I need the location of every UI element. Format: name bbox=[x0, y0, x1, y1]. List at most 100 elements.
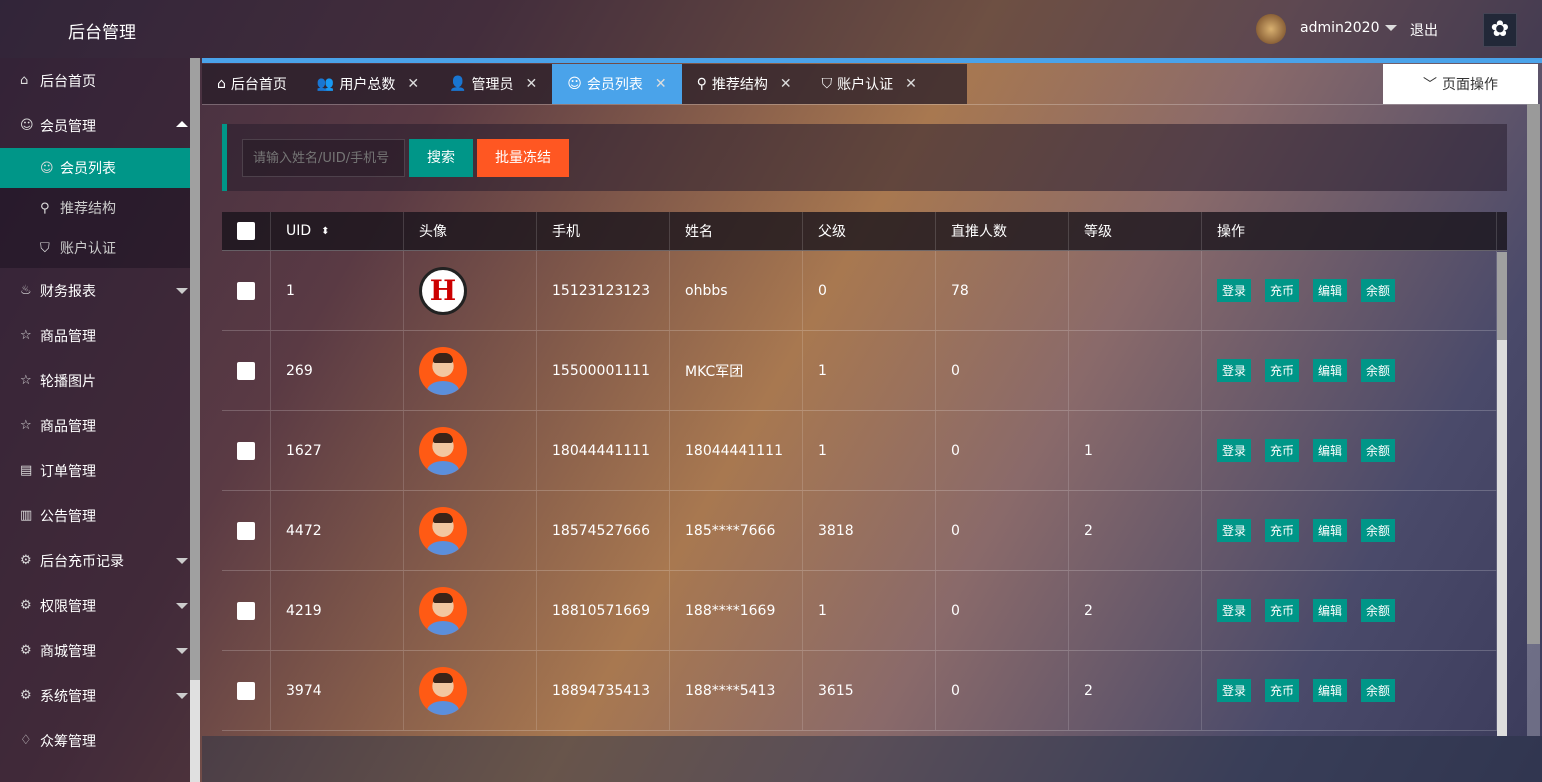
direct-count-cell: 0 bbox=[936, 411, 1069, 490]
table-scrollbar[interactable] bbox=[1497, 252, 1507, 736]
edit-button[interactable]: 编辑 bbox=[1313, 519, 1348, 542]
user-menu[interactable]: admin2020 bbox=[1300, 20, 1397, 36]
parent-cell: 0 bbox=[803, 251, 936, 330]
sidebar-item[interactable]: ☆ 轮播图片 bbox=[0, 358, 190, 403]
sidebar-item-label: 轮播图片 bbox=[40, 373, 96, 390]
sidebar-item-label: 商品管理 bbox=[40, 328, 96, 345]
login-button[interactable]: 登录 bbox=[1217, 599, 1252, 622]
tab[interactable]: ⚲ 推荐结构 ✕ bbox=[682, 64, 807, 104]
search-input[interactable] bbox=[242, 139, 405, 177]
direct-count-cell: 0 bbox=[936, 651, 1069, 730]
recharge-button[interactable]: 充币 bbox=[1265, 439, 1300, 462]
avatar bbox=[419, 346, 467, 395]
theme-flower-icon[interactable]: ✿ bbox=[1483, 13, 1517, 47]
level-cell: 2 bbox=[1069, 491, 1202, 570]
tab[interactable]: 👤 管理员 ✕ bbox=[434, 64, 552, 104]
star-icon: ☆ bbox=[20, 373, 32, 388]
sidebar-item[interactable]: ▥ 公告管理 bbox=[0, 493, 190, 538]
uid-cell: 3974 bbox=[271, 651, 404, 730]
sidebar-item[interactable]: ☆ 商品管理 bbox=[0, 403, 190, 448]
sidebar-subitem[interactable]: ☺ 会员列表 bbox=[0, 148, 190, 188]
scrollbar-thumb[interactable] bbox=[1497, 252, 1507, 340]
balance-button[interactable]: 余额 bbox=[1361, 439, 1396, 462]
close-icon[interactable]: ✕ bbox=[905, 76, 917, 92]
edit-button[interactable]: 编辑 bbox=[1313, 599, 1348, 622]
sidebar-item[interactable]: ⚙ 权限管理 bbox=[0, 583, 190, 628]
caret-down-icon bbox=[176, 603, 188, 609]
edit-button[interactable]: 编辑 bbox=[1313, 359, 1348, 382]
recharge-button[interactable]: 充币 bbox=[1265, 679, 1300, 702]
tab-label: 管理员 bbox=[471, 77, 514, 93]
close-icon[interactable]: ✕ bbox=[407, 76, 420, 92]
login-button[interactable]: 登录 bbox=[1217, 679, 1252, 702]
select-all-checkbox[interactable] bbox=[237, 222, 255, 240]
scrollbar-thumb[interactable] bbox=[190, 58, 200, 680]
sidebar-item-label: 订单管理 bbox=[40, 463, 96, 480]
batch-freeze-button[interactable]: 批量冻结 bbox=[477, 139, 569, 177]
sidebar-item[interactable]: ☆ 商品管理 bbox=[0, 313, 190, 358]
sidebar-item[interactable]: ♢ 众筹管理 bbox=[0, 718, 190, 763]
row-checkbox[interactable] bbox=[237, 441, 255, 460]
column-header-label: 姓名 bbox=[685, 224, 713, 240]
edit-button[interactable]: 编辑 bbox=[1313, 279, 1348, 302]
caret-down-icon bbox=[176, 648, 188, 654]
sidebar-item-label: 系统管理 bbox=[40, 688, 96, 705]
tab[interactable]: ⛉ 账户认证 ✕ bbox=[807, 64, 932, 104]
balance-button[interactable]: 余额 bbox=[1361, 359, 1396, 382]
balance-button[interactable]: 余额 bbox=[1361, 599, 1396, 622]
tab[interactable]: 👥 用户总数 ✕ bbox=[302, 64, 434, 104]
edit-button[interactable]: 编辑 bbox=[1313, 439, 1348, 462]
recharge-button[interactable]: 充币 bbox=[1265, 519, 1300, 542]
close-icon[interactable]: ✕ bbox=[654, 76, 667, 92]
balance-button[interactable]: 余额 bbox=[1361, 679, 1396, 702]
login-button[interactable]: 登录 bbox=[1217, 279, 1252, 302]
footer-strip bbox=[202, 736, 1542, 782]
sidebar-item[interactable]: ⚙ 系统管理 bbox=[0, 673, 190, 718]
recharge-button[interactable]: 充币 bbox=[1265, 599, 1300, 622]
balance-button[interactable]: 余额 bbox=[1361, 279, 1396, 302]
close-icon[interactable]: ✕ bbox=[525, 76, 538, 92]
recharge-button[interactable]: 充币 bbox=[1265, 279, 1300, 302]
user-avatar[interactable] bbox=[1256, 14, 1286, 44]
row-checkbox[interactable] bbox=[237, 521, 255, 540]
tab[interactable]: ☺ 会员列表 ✕ bbox=[552, 64, 682, 104]
recharge-button[interactable]: 充币 bbox=[1265, 359, 1300, 382]
row-checkbox[interactable] bbox=[237, 281, 255, 300]
scrollbar-thumb[interactable] bbox=[1527, 104, 1540, 644]
sidebar-item[interactable]: ♨ 财务报表 bbox=[0, 268, 190, 313]
column-header[interactable]: UID ⬍ bbox=[271, 212, 404, 250]
login-button[interactable]: 登录 bbox=[1217, 359, 1252, 382]
row-checkbox[interactable] bbox=[237, 361, 255, 380]
balance-button[interactable]: 余额 bbox=[1361, 519, 1396, 542]
tab[interactable]: ⌂ 后台首页 bbox=[202, 64, 302, 104]
sidebar-subitem[interactable]: ⛉ 账户认证 bbox=[0, 228, 190, 268]
sidebar-item[interactable]: ☺ 会员管理 bbox=[0, 103, 190, 148]
page-operations-button[interactable]: ﹀ 页面操作 bbox=[1383, 64, 1538, 104]
login-button[interactable]: 登录 bbox=[1217, 439, 1252, 462]
search-button[interactable]: 搜索 bbox=[409, 139, 473, 177]
sidebar-subitem[interactable]: ⚲ 推荐结构 bbox=[0, 188, 190, 228]
tab-bar: ⌂ 后台首页 👥 用户总数 ✕ 👤 管理员 ✕ ☺ 会员列表 ✕ ⚲ 推荐结构 ✕ ⛉ 账户认证 ✕ bbox=[202, 64, 967, 104]
edit-button[interactable]: 编辑 bbox=[1313, 679, 1348, 702]
row-checkbox[interactable] bbox=[237, 681, 255, 700]
level-cell bbox=[1069, 251, 1202, 330]
sort-icon[interactable]: ⬍ bbox=[321, 225, 330, 237]
sidebar-item[interactable]: ⌂ 后台首页 bbox=[0, 58, 190, 103]
column-header-label: 操作 bbox=[1217, 224, 1245, 240]
row-checkbox[interactable] bbox=[237, 601, 255, 620]
login-button[interactable]: 登录 bbox=[1217, 519, 1252, 542]
table-row: 4472 18574527666 185****7666 3818 0 2 登录… bbox=[222, 491, 1507, 571]
column-header: 姓名 bbox=[670, 212, 803, 250]
tab-icon: 👥 bbox=[316, 76, 335, 92]
sidebar-subitem-label: 推荐结构 bbox=[60, 201, 116, 217]
parent-cell: 3615 bbox=[803, 651, 936, 730]
sidebar-item[interactable]: ⚙ 商城管理 bbox=[0, 628, 190, 673]
page-scrollbar[interactable] bbox=[1527, 104, 1540, 736]
close-icon[interactable]: ✕ bbox=[779, 76, 792, 92]
sidebar-item[interactable]: ▤ 订单管理 bbox=[0, 448, 190, 493]
logout-link[interactable]: 退出 bbox=[1410, 23, 1438, 39]
sidebar-item[interactable]: ⚙ 后台充币记录 bbox=[0, 538, 190, 583]
sidebar-scrollbar[interactable] bbox=[190, 58, 200, 782]
caret-down-icon bbox=[176, 558, 188, 564]
star-icon: ☆ bbox=[20, 328, 32, 343]
